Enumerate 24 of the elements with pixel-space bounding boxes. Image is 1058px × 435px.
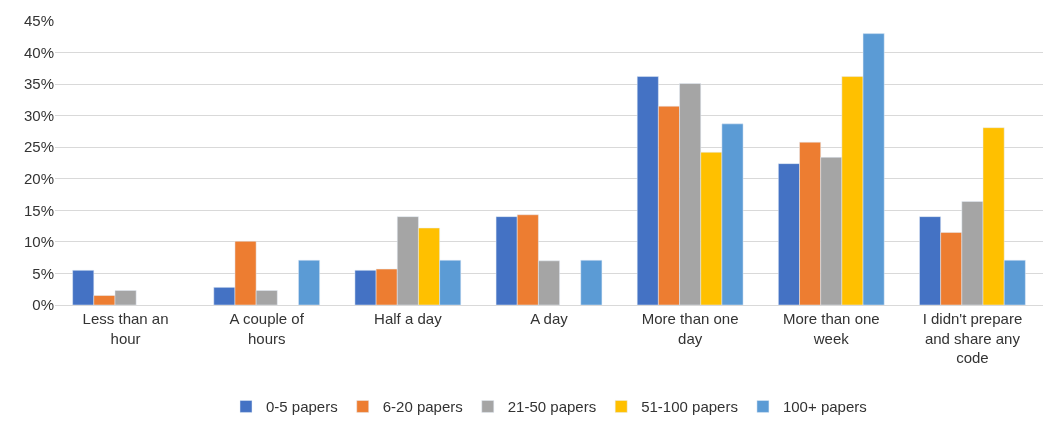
bar [298, 259, 320, 305]
bar [580, 259, 603, 305]
x-tick-label: A day [530, 310, 569, 327]
x-tick-label: Half a day [374, 310, 443, 327]
legend-label: 6-20 papers [382, 398, 463, 416]
x-tick-label: More than one day [641, 310, 739, 347]
y-tick-label: 40% [23, 43, 54, 61]
y-tick-label: 15% [23, 201, 54, 219]
x-tick-label: Less than an hour [82, 310, 169, 347]
legend-label: 51-100 papers [641, 398, 738, 416]
x-tick-label: More than one week [782, 310, 880, 347]
y-tick-label: 30% [23, 106, 54, 124]
y-tick-label: 35% [23, 75, 54, 93]
y-tick-label: 0% [32, 296, 54, 314]
x-tick-label: I didn't prepare and share any code [922, 310, 1023, 366]
y-tick-label: 10% [23, 233, 54, 251]
y-tick-label: 45% [23, 12, 54, 30]
x-tick-label: A couple of hours [229, 310, 305, 347]
y-tick-label: 5% [32, 264, 54, 282]
y-tick-label: 20% [23, 170, 54, 188]
y-tick-label: 25% [23, 138, 54, 156]
legend-label: 100+ papers [782, 398, 867, 416]
legend-label: 0-5 papers [266, 398, 338, 416]
legend-label: 21-50 papers [507, 398, 597, 416]
